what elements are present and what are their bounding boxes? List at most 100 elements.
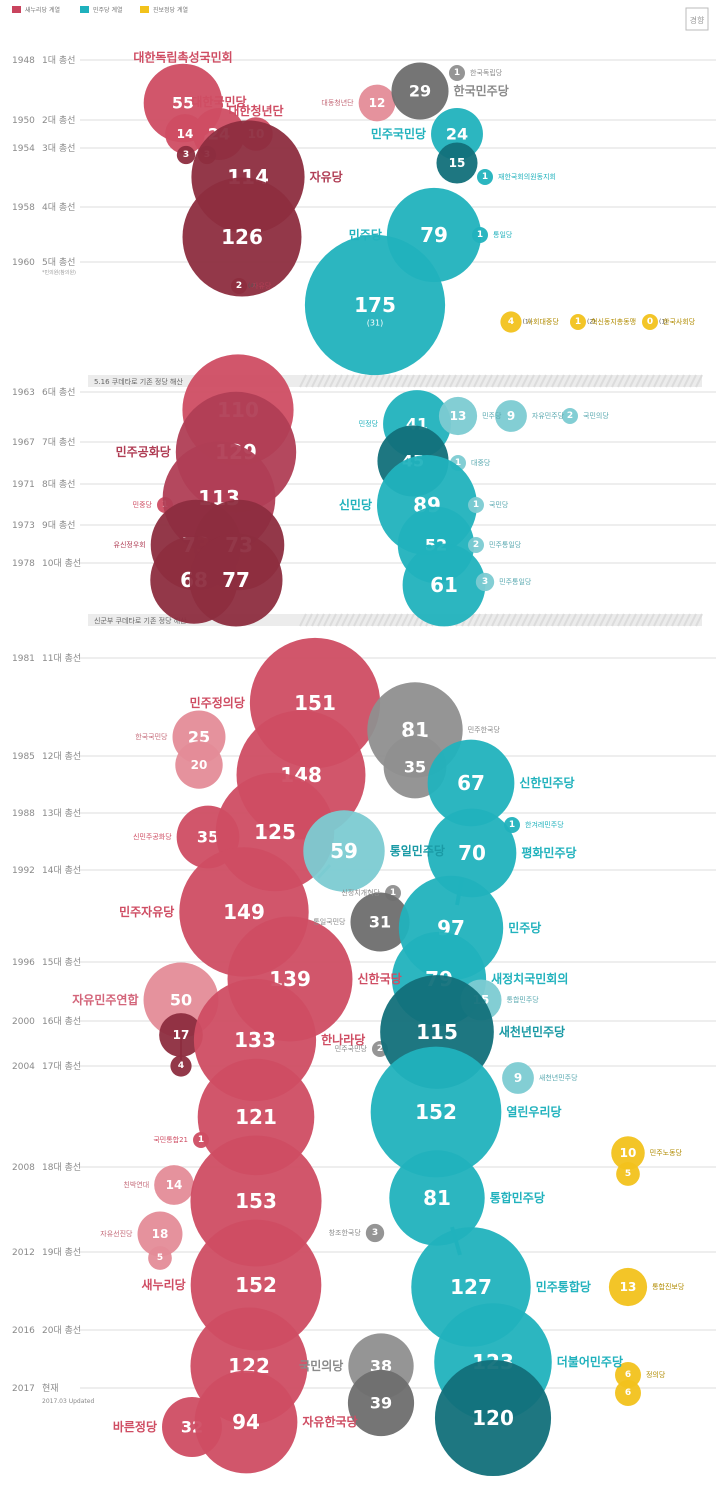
seat-count: 94 — [232, 1410, 260, 1434]
seat-count: 115 — [416, 1020, 458, 1044]
party-name: 새정치국민회의 — [491, 971, 568, 986]
election-year: 2016 — [12, 1326, 35, 1336]
party-name: 민주정의당 — [190, 695, 245, 710]
party-circle — [189, 533, 283, 627]
election-name: 3대 총선 — [42, 143, 75, 154]
party-bubble: 1 — [472, 227, 488, 243]
party-bubble: 6 — [615, 1380, 641, 1406]
party-name: 자유당 — [310, 169, 343, 184]
seat-count: 13 — [620, 1280, 637, 1294]
party-bubble: 70 — [427, 808, 517, 898]
party-circle — [365, 1223, 385, 1243]
seat-count: 61 — [430, 573, 458, 597]
party-name: 민중당 — [133, 500, 153, 509]
party-bubble: 5 — [616, 1162, 640, 1186]
party-circle — [495, 400, 527, 432]
party-bubble: 29 — [391, 62, 449, 120]
legend-label-teal: 민주당 계열 — [93, 6, 123, 14]
party-bubble: 14 — [154, 1165, 194, 1205]
seat-count: 1 — [482, 172, 488, 182]
party-name: 새천년민주당 — [499, 1024, 565, 1039]
party-bubble: 12 — [358, 84, 396, 122]
party-bubble: 3 — [176, 145, 196, 165]
election-year: 1971 — [12, 480, 35, 490]
party-name: 대동청년단 — [321, 98, 354, 107]
party-name: 새누리당 — [141, 1277, 185, 1292]
party-bubble: 2 — [562, 408, 578, 424]
election-name: 12대 총선 — [42, 751, 81, 762]
party-bubble: 31 — [350, 892, 410, 952]
election-year: 1954 — [12, 144, 35, 154]
seat-count: 17 — [173, 1028, 190, 1042]
seat-count: 6 — [625, 1388, 631, 1398]
party-circle — [231, 278, 247, 294]
seat-count: 121 — [235, 1105, 277, 1129]
election-name: 5대 총선 — [42, 257, 75, 268]
party-name: 통일국민당 — [313, 917, 346, 926]
party-circle — [176, 145, 196, 165]
party-bubble: 3 — [475, 572, 495, 592]
party-name: 민주통합당 — [536, 1279, 591, 1294]
party-name: 통일민주당 — [390, 843, 445, 858]
party-name: 한국국민당 — [135, 732, 168, 741]
party-circle — [391, 62, 449, 120]
brand-logo: 경향 — [685, 7, 709, 31]
dissolution-banner-text: 5.16 쿠데타로 기존 정당 해산 — [94, 377, 183, 386]
seat-count: 9 — [514, 1071, 522, 1085]
party-name: 한나라당 — [321, 1032, 365, 1047]
party-bubble: 61 — [402, 543, 486, 627]
seat-count: 14 — [166, 1178, 183, 1192]
party-circle — [137, 1211, 183, 1257]
party-bubble: 67 — [427, 739, 515, 827]
party-name: 대한독립촉성국민회 — [133, 50, 232, 65]
party-circle — [358, 84, 396, 122]
seat-count: 125 — [254, 820, 296, 844]
seat-count: 13 — [450, 409, 467, 423]
election-year: 1981 — [12, 654, 35, 664]
party-circle — [159, 1013, 203, 1057]
seat-count: 4 — [508, 317, 514, 327]
election-name: 8대 총선 — [42, 479, 75, 490]
party-circle — [427, 808, 517, 898]
election-year: 1985 — [12, 752, 35, 762]
dissolution-banner-text: 신군부 쿠데타로 기존 정당 해산 — [94, 616, 187, 625]
seat-count: 29 — [409, 82, 431, 101]
election-name: 20대 총선 — [42, 1325, 81, 1336]
seat-count: 175 — [354, 293, 396, 317]
party-circle — [402, 543, 486, 627]
legend-swatch-teal — [80, 6, 89, 13]
election-year: 1973 — [12, 521, 35, 531]
party-name: 민주당 — [508, 920, 541, 935]
party-name: 자유민주당 — [532, 411, 565, 420]
party-bubble: 18 — [137, 1211, 183, 1257]
seat-count: 120 — [472, 1406, 514, 1430]
party-circle — [350, 892, 410, 952]
election-year: 1967 — [12, 438, 35, 448]
seat-count: 12 — [369, 96, 386, 110]
legend-swatch-red — [12, 6, 21, 13]
seat-count: 3 — [372, 1228, 378, 1238]
party-circle — [449, 65, 465, 81]
seat-count: 59 — [330, 839, 358, 863]
election-name: 16대 총선 — [42, 1016, 81, 1027]
party-bubble: 10 — [611, 1136, 645, 1170]
seat-count: 1 — [390, 888, 396, 898]
party-name: 민주자유당 — [119, 904, 174, 919]
legend-swatch-yellow — [140, 6, 149, 13]
party-circle — [303, 810, 385, 892]
seat-count: 18 — [152, 1227, 169, 1241]
party-circle — [389, 1150, 485, 1246]
seat-count: 2 — [236, 281, 242, 291]
party-bubble: 1 — [449, 65, 465, 81]
party-name: 국민통합21 — [153, 1135, 188, 1144]
party-name: 통합민주당 — [490, 1190, 545, 1205]
party-circle — [608, 1267, 648, 1307]
election-year: 2000 — [12, 1017, 35, 1027]
election-year: 1996 — [12, 958, 35, 968]
election-name: 6대 총선 — [42, 387, 75, 398]
party-name: 대한국민당 — [191, 94, 246, 109]
party-bubble: 17 — [159, 1013, 203, 1057]
party-name: 신한민주당 — [519, 775, 574, 790]
seat-count: 2 — [377, 1044, 383, 1054]
election-year: 1988 — [12, 809, 35, 819]
